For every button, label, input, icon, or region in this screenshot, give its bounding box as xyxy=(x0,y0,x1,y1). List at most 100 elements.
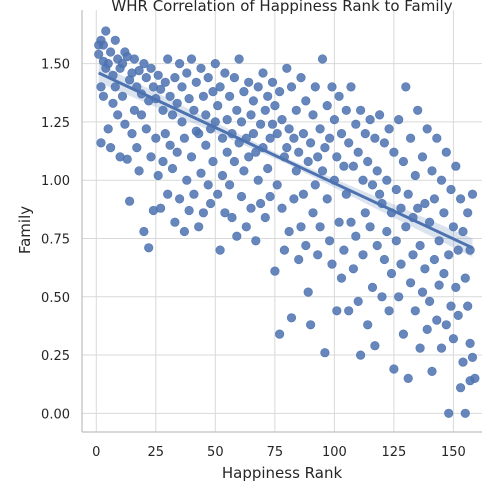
data-point xyxy=(201,110,211,120)
data-point xyxy=(248,96,258,106)
data-point xyxy=(241,222,251,232)
data-point xyxy=(389,364,399,374)
data-point xyxy=(446,184,456,195)
data-point xyxy=(406,278,416,288)
data-point xyxy=(265,191,275,202)
data-point xyxy=(382,226,392,237)
data-point xyxy=(256,198,266,209)
data-point xyxy=(267,119,278,129)
data-point xyxy=(448,334,459,344)
data-point xyxy=(417,287,428,297)
data-point xyxy=(186,152,197,162)
data-point xyxy=(98,91,108,101)
data-point xyxy=(153,170,163,181)
data-point xyxy=(270,100,280,111)
data-point xyxy=(289,194,299,204)
data-point xyxy=(358,250,368,260)
data-point xyxy=(363,156,373,167)
data-point xyxy=(239,86,249,97)
data-point xyxy=(260,212,270,223)
data-point xyxy=(427,166,437,176)
data-point xyxy=(294,254,304,265)
data-point xyxy=(360,208,370,218)
data-point xyxy=(377,292,387,302)
data-point xyxy=(372,166,382,176)
data-point xyxy=(386,268,397,279)
regression-line-layer xyxy=(98,71,474,250)
x-tick-label: 50 xyxy=(207,445,224,460)
data-point xyxy=(398,156,409,167)
data-point xyxy=(201,140,211,150)
data-point xyxy=(294,147,304,157)
data-point xyxy=(179,226,189,237)
data-point xyxy=(191,77,201,87)
data-point xyxy=(172,147,182,157)
data-point xyxy=(129,54,139,64)
data-point xyxy=(134,166,144,176)
data-point xyxy=(310,82,320,92)
data-point xyxy=(232,231,242,241)
data-point xyxy=(260,105,270,115)
data-point xyxy=(136,110,147,120)
data-point xyxy=(353,147,363,157)
data-point xyxy=(301,240,311,251)
data-point xyxy=(172,98,182,108)
data-point xyxy=(432,133,442,143)
data-point xyxy=(365,222,375,232)
data-point xyxy=(422,124,432,134)
data-point xyxy=(277,114,287,125)
data-point xyxy=(396,259,406,269)
chart-title: WHR Correlation of Happiness Rank to Fam… xyxy=(111,0,452,15)
data-point xyxy=(396,203,406,213)
data-point xyxy=(272,180,282,190)
x-tick-label: 100 xyxy=(322,445,347,460)
data-point xyxy=(327,82,337,92)
data-point xyxy=(384,306,394,316)
data-point xyxy=(196,168,206,178)
data-point xyxy=(272,129,282,139)
data-point xyxy=(234,54,244,64)
data-point xyxy=(217,133,228,143)
data-point xyxy=(391,184,401,195)
data-point xyxy=(322,100,332,111)
data-point xyxy=(215,82,225,92)
data-point xyxy=(229,156,239,167)
data-point xyxy=(382,175,392,185)
data-point xyxy=(113,110,123,120)
data-point xyxy=(444,408,454,418)
data-point xyxy=(372,240,382,251)
data-point xyxy=(425,296,435,307)
x-tick-label: 75 xyxy=(267,445,284,460)
data-point xyxy=(139,58,149,69)
data-point xyxy=(222,147,232,157)
data-point xyxy=(436,343,447,353)
data-point xyxy=(151,133,161,143)
data-point xyxy=(177,82,187,92)
data-point xyxy=(315,124,325,134)
data-point xyxy=(167,163,178,174)
data-point xyxy=(127,129,137,139)
data-point xyxy=(358,175,368,185)
data-point xyxy=(158,156,168,167)
data-point xyxy=(170,72,180,83)
data-point xyxy=(189,105,199,115)
data-point xyxy=(422,324,432,335)
data-point xyxy=(351,231,361,241)
data-point xyxy=(394,292,404,302)
data-point xyxy=(320,348,330,358)
data-point xyxy=(403,189,413,199)
data-point xyxy=(267,77,278,87)
data-point xyxy=(332,306,342,316)
data-point xyxy=(317,54,328,64)
data-point xyxy=(194,222,204,232)
x-axis-label: Happiness Rank xyxy=(222,464,343,482)
data-point xyxy=(298,129,309,139)
data-point xyxy=(441,320,451,330)
data-point xyxy=(444,250,454,260)
data-point xyxy=(146,152,156,162)
data-point xyxy=(256,119,266,129)
data-point xyxy=(284,124,294,134)
data-point xyxy=(415,240,425,251)
data-point xyxy=(291,105,301,115)
data-point xyxy=(403,373,413,384)
